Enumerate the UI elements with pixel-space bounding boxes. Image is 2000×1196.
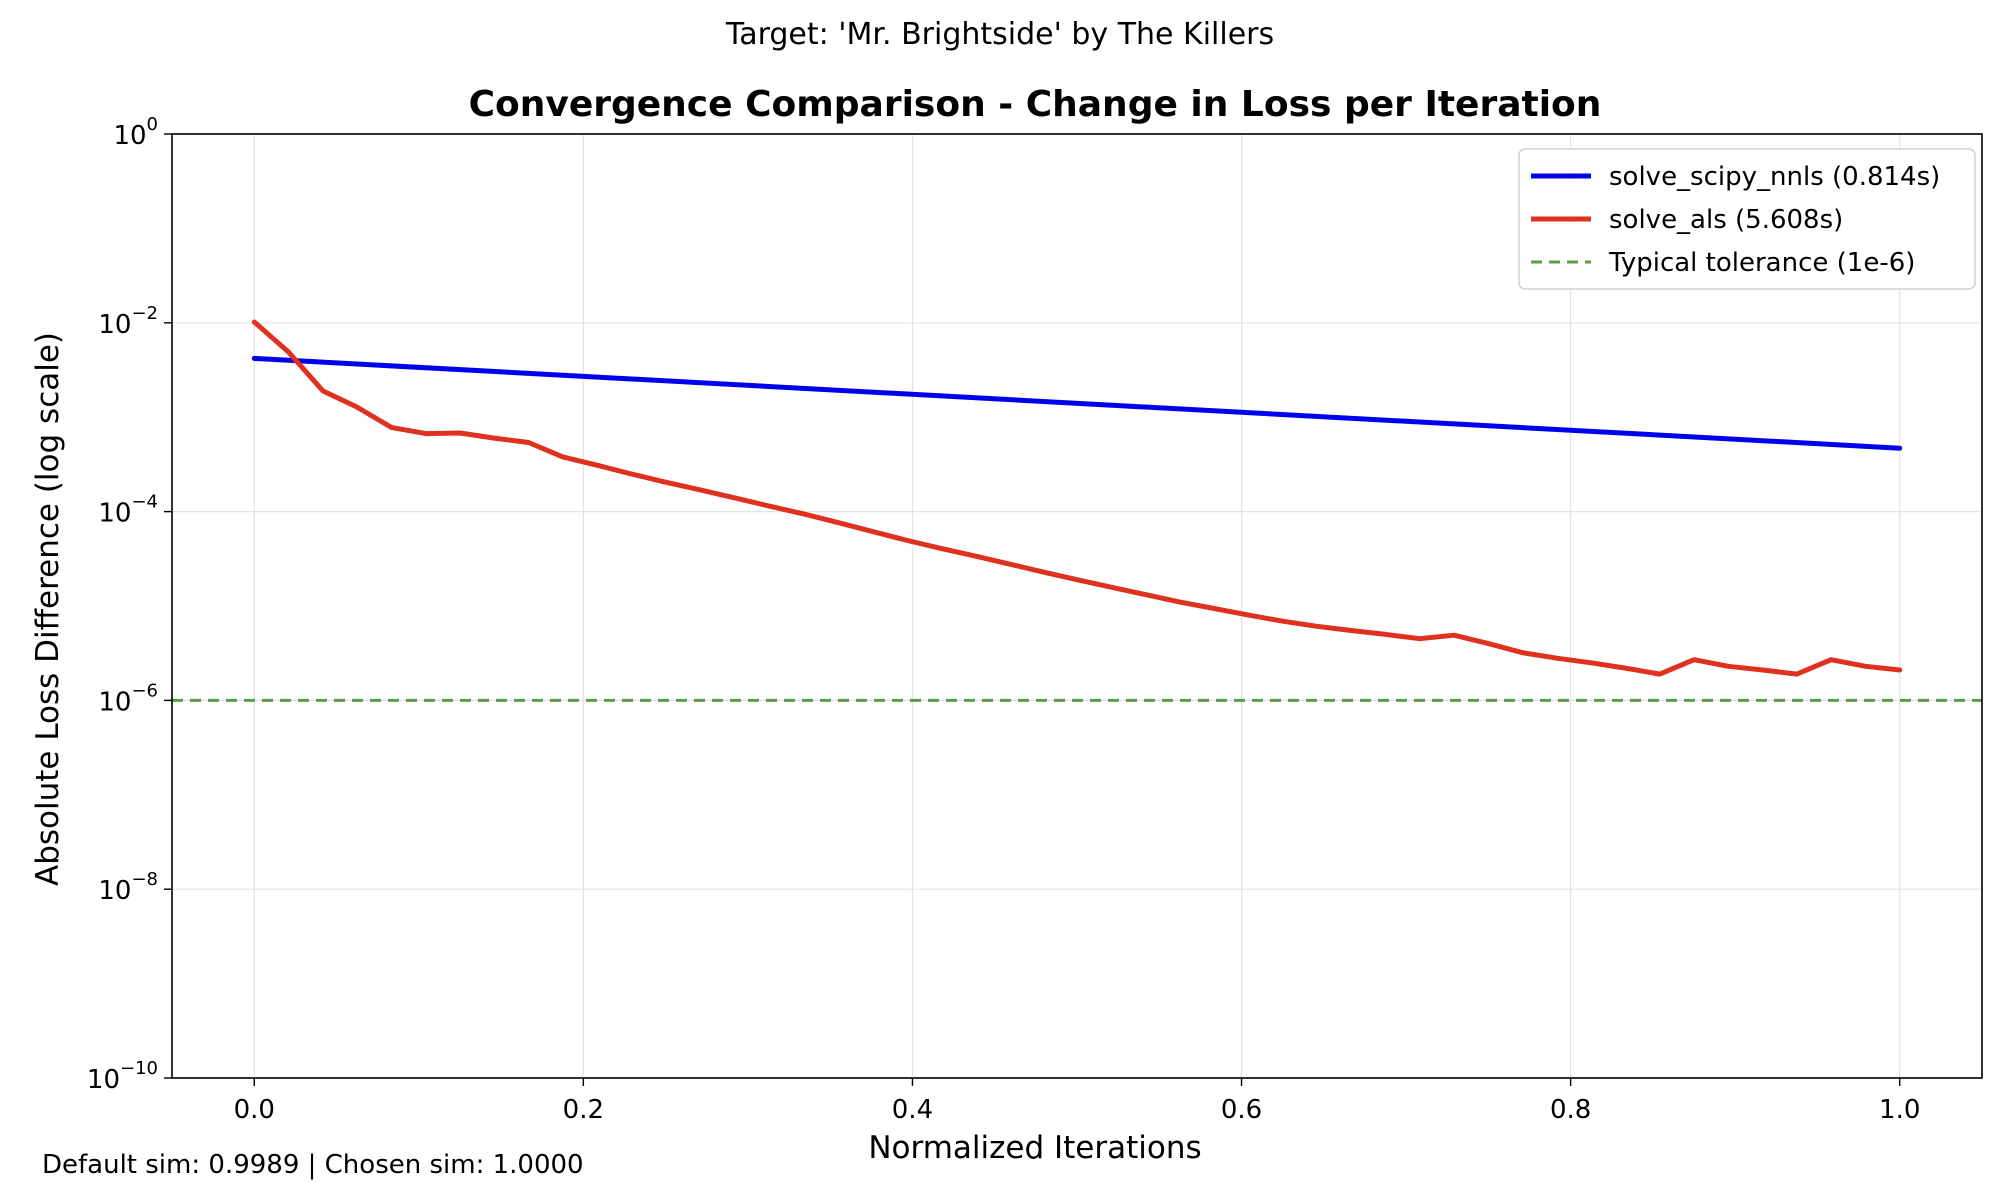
legend-label: Typical tolerance (1e-6) bbox=[1608, 248, 1915, 278]
legend: solve_scipy_nnls (0.814s) solve_als (5.60… bbox=[1518, 148, 1976, 290]
y-tick-exponent: −2 bbox=[131, 303, 158, 324]
y-tick-exponent: −4 bbox=[131, 492, 158, 513]
y-tick-label: 10−8 bbox=[98, 869, 158, 906]
x-axis-ticks: 0.0 0.2 0.4 0.6 0.8 1.0 bbox=[234, 1078, 1920, 1125]
chart-title: Convergence Comparison - Change in Loss … bbox=[469, 84, 1602, 125]
y-tick-exponent: 0 bbox=[147, 114, 158, 135]
y-tick-label: 10−4 bbox=[98, 492, 158, 529]
y-tick-label: 10−10 bbox=[87, 1058, 158, 1095]
y-tick-base: 10 bbox=[98, 876, 131, 906]
x-tick-label: 0.0 bbox=[234, 1095, 275, 1125]
y-tick-base: 10 bbox=[87, 1065, 120, 1095]
legend-label: solve_als (5.608s) bbox=[1609, 205, 1843, 235]
series-line-1 bbox=[251, 319, 1903, 677]
y-tick-base: 10 bbox=[113, 121, 146, 151]
x-tick-label: 0.6 bbox=[1221, 1095, 1262, 1125]
x-axis-label: Normalized Iterations bbox=[868, 1130, 1201, 1166]
y-tick-label: 100 bbox=[113, 114, 158, 151]
plot-frame bbox=[171, 133, 1983, 1079]
suptitle: Target: 'Mr. Brightside' by The Killers bbox=[725, 17, 1274, 52]
series-layer bbox=[172, 319, 1982, 702]
legend-label: solve_scipy_nnls (0.814s) bbox=[1609, 162, 1940, 192]
x-tick-label: 0.8 bbox=[1550, 1095, 1591, 1125]
y-axis-label: Absolute Loss Difference (log scale) bbox=[30, 332, 66, 886]
x-tick-label: 0.4 bbox=[892, 1095, 933, 1125]
legend-box bbox=[1518, 148, 1976, 290]
footer-text: Default sim: 0.9989 | Chosen sim: 1.0000 bbox=[42, 1150, 584, 1180]
x-tick-label: 1.0 bbox=[1879, 1095, 1920, 1125]
y-tick-exponent: −8 bbox=[131, 869, 158, 890]
y-tick-base: 10 bbox=[98, 499, 131, 529]
y-tick-label: 10−2 bbox=[98, 303, 158, 340]
y-tick-exponent: −6 bbox=[131, 680, 158, 701]
y-tick-base: 10 bbox=[98, 310, 131, 340]
y-tick-label: 10−6 bbox=[98, 680, 158, 717]
y-tick-exponent: −10 bbox=[120, 1058, 158, 1079]
y-tick-base: 10 bbox=[98, 687, 131, 717]
x-tick-label: 0.2 bbox=[563, 1095, 604, 1125]
series-line-0 bbox=[251, 355, 1903, 451]
